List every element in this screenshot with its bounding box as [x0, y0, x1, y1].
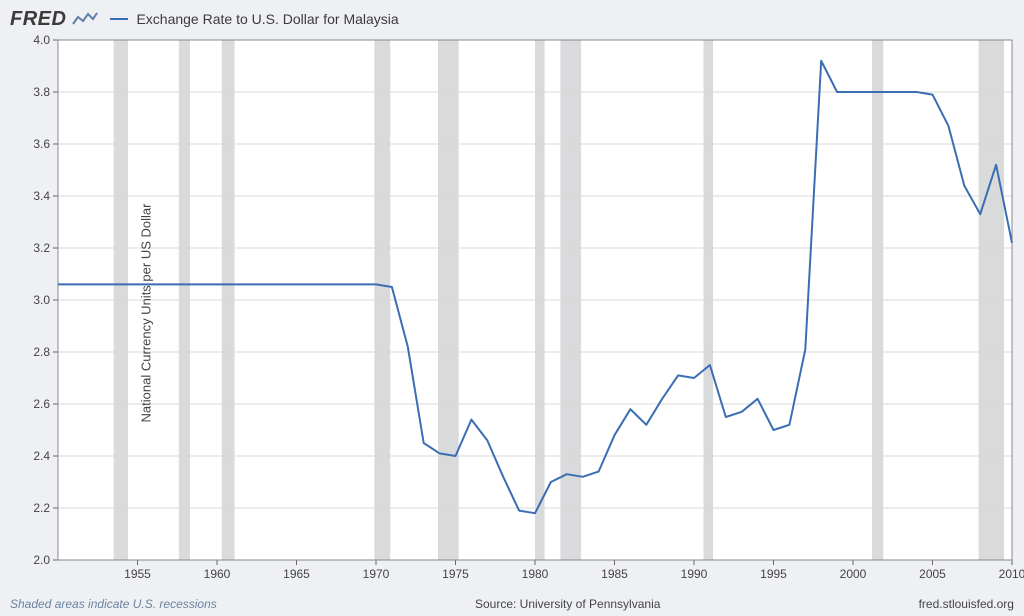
svg-text:1995: 1995 [760, 567, 787, 581]
legend-label: Exchange Rate to U.S. Dollar for Malaysi… [136, 11, 398, 27]
svg-text:2.8: 2.8 [33, 345, 50, 359]
plot-area: National Currency Units per US Dollar 2.… [0, 32, 1024, 594]
svg-text:3.0: 3.0 [33, 293, 50, 307]
legend: Exchange Rate to U.S. Dollar for Malaysi… [110, 11, 398, 27]
svg-text:1975: 1975 [442, 567, 469, 581]
svg-text:2.2: 2.2 [33, 501, 50, 515]
svg-text:2010: 2010 [999, 567, 1024, 581]
svg-text:1955: 1955 [124, 567, 151, 581]
svg-text:4.0: 4.0 [33, 33, 50, 47]
svg-text:2000: 2000 [840, 567, 867, 581]
svg-text:3.8: 3.8 [33, 85, 50, 99]
source-label: Source: University of Pennsylvania [475, 597, 660, 611]
recession-note: Shaded areas indicate U.S. recessions [10, 597, 217, 611]
attribution: fred.stlouisfed.org [919, 597, 1014, 611]
svg-text:2.0: 2.0 [33, 553, 50, 567]
svg-text:3.2: 3.2 [33, 241, 50, 255]
fred-logo: FRED [10, 8, 66, 31]
svg-text:1960: 1960 [204, 567, 231, 581]
svg-text:3.6: 3.6 [33, 137, 50, 151]
fred-logo-chart-icon [72, 11, 98, 27]
svg-text:2.6: 2.6 [33, 397, 50, 411]
svg-text:1980: 1980 [522, 567, 549, 581]
svg-text:1970: 1970 [363, 567, 390, 581]
legend-swatch [110, 18, 128, 20]
footer: Shaded areas indicate U.S. recessions So… [0, 594, 1024, 616]
chart-header: FRED Exchange Rate to U.S. Dollar for Ma… [0, 0, 1024, 36]
svg-text:3.4: 3.4 [33, 189, 50, 203]
svg-text:1965: 1965 [283, 567, 310, 581]
svg-text:2005: 2005 [919, 567, 946, 581]
svg-text:1985: 1985 [601, 567, 628, 581]
svg-text:1990: 1990 [681, 567, 708, 581]
svg-text:2.4: 2.4 [33, 449, 50, 463]
y-axis-label: National Currency Units per US Dollar [139, 163, 154, 463]
chart-svg: 2.0 2.2 2.4 2.6 2.8 3.0 3.2 3.4 3.6 3.8 4.0 1955 196… [0, 32, 1024, 594]
